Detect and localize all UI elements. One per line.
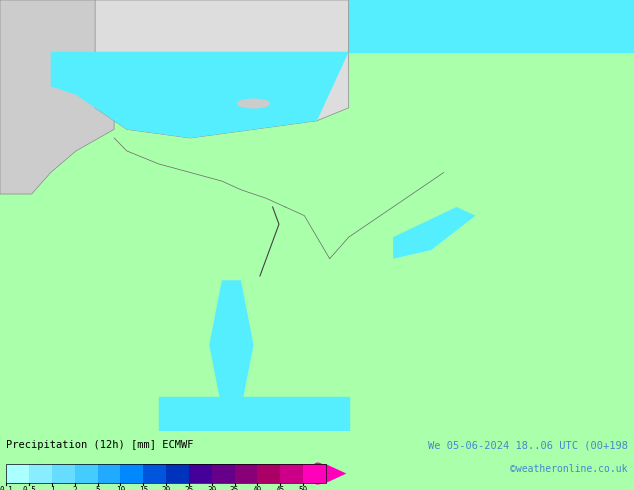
Text: We 05-06-2024 18..06 UTC (00+198: We 05-06-2024 18..06 UTC (00+198 <box>428 440 628 450</box>
Text: 45: 45 <box>276 487 285 490</box>
Polygon shape <box>209 280 254 410</box>
Bar <box>212 464 235 483</box>
Text: 20: 20 <box>162 487 171 490</box>
Text: 10: 10 <box>116 487 125 490</box>
Text: 0.5: 0.5 <box>22 487 36 490</box>
Polygon shape <box>0 0 114 194</box>
Bar <box>303 464 326 483</box>
Text: 5: 5 <box>95 487 100 490</box>
Bar <box>6 464 326 483</box>
Bar <box>98 464 120 483</box>
Bar <box>29 464 52 483</box>
Bar <box>257 464 280 483</box>
Text: 40: 40 <box>253 487 262 490</box>
Polygon shape <box>95 0 349 138</box>
Text: 35: 35 <box>230 487 239 490</box>
Bar <box>52 464 75 483</box>
Text: 1: 1 <box>49 487 55 490</box>
Bar <box>143 464 166 483</box>
Text: 15: 15 <box>139 487 148 490</box>
Bar <box>0 0 634 65</box>
Text: 30: 30 <box>207 487 216 490</box>
Bar <box>120 464 143 483</box>
Bar <box>235 464 257 483</box>
Bar <box>280 464 303 483</box>
Bar <box>6 464 29 483</box>
Text: ©weatheronline.co.uk: ©weatheronline.co.uk <box>510 464 628 473</box>
Ellipse shape <box>238 99 269 108</box>
Bar <box>75 464 98 483</box>
Polygon shape <box>326 464 346 483</box>
Text: Precipitation (12h) [mm] ECMWF: Precipitation (12h) [mm] ECMWF <box>6 440 194 450</box>
Text: 25: 25 <box>184 487 193 490</box>
Text: 2: 2 <box>72 487 77 490</box>
Bar <box>166 464 189 483</box>
Bar <box>189 464 212 483</box>
Text: 50: 50 <box>299 487 307 490</box>
Polygon shape <box>393 207 476 259</box>
Bar <box>0 0 634 52</box>
Bar <box>158 397 349 431</box>
Polygon shape <box>51 52 349 138</box>
Text: 0.1: 0.1 <box>0 487 13 490</box>
